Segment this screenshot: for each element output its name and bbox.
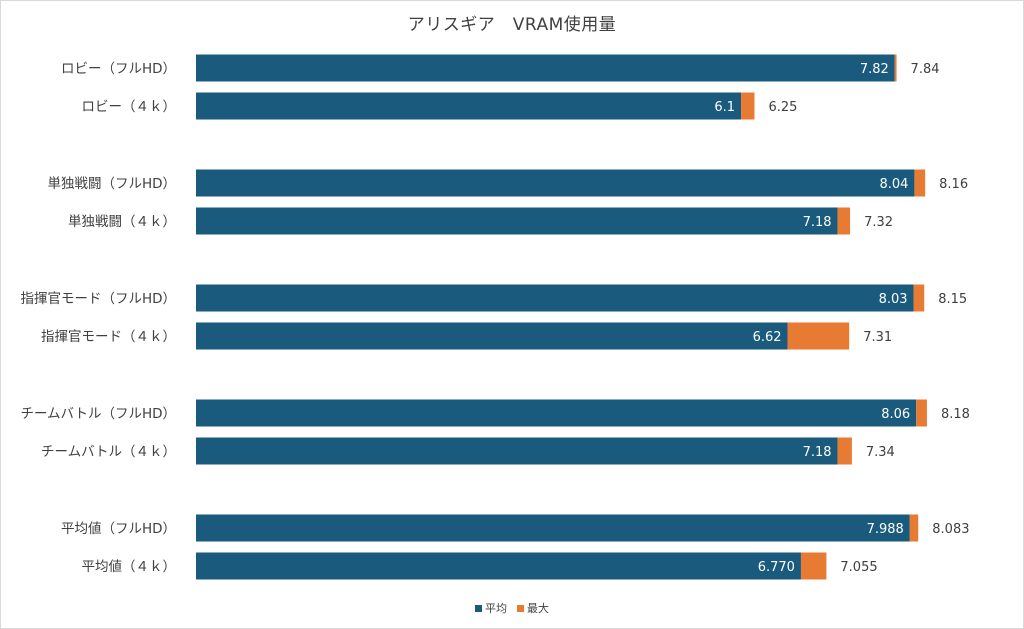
bar-avg xyxy=(196,322,788,350)
category-label: ロビー（４ｋ） xyxy=(82,99,177,115)
data-label-max: 6.25 xyxy=(768,100,797,115)
bar-avg xyxy=(196,169,915,197)
bar-avg xyxy=(196,92,742,120)
data-label-max: 8.18 xyxy=(941,407,970,422)
bar-max-increment xyxy=(914,169,926,197)
data-label-max: 7.34 xyxy=(866,445,895,460)
bar-max-increment xyxy=(800,552,827,580)
bar-max-increment xyxy=(913,284,925,312)
data-label-avg: 7.18 xyxy=(803,445,832,460)
bar-avg xyxy=(196,552,801,580)
category-label: 平均値（フルHD） xyxy=(61,521,176,537)
bar-avg xyxy=(196,284,914,312)
legend-swatch-max xyxy=(517,604,524,612)
data-label-avg: 7.82 xyxy=(860,62,889,77)
legend-label-max: 最大 xyxy=(527,602,549,615)
category-label: 平均値（４ｋ） xyxy=(82,559,177,575)
bar-max-increment xyxy=(909,514,919,542)
bar-avg xyxy=(196,514,910,542)
bar-avg xyxy=(196,399,917,427)
data-label-avg: 6.62 xyxy=(753,330,782,345)
category-label: ロビー（フルHD） xyxy=(61,61,176,77)
data-label-avg: 6.770 xyxy=(758,560,795,575)
data-label-avg: 7.988 xyxy=(867,522,904,537)
bar-max-increment xyxy=(916,399,927,427)
chart-title: アリスギア VRAM使用量 xyxy=(407,15,617,35)
data-label-max: 8.15 xyxy=(938,292,967,307)
bar-max-increment xyxy=(787,322,850,350)
data-label-avg: 8.03 xyxy=(879,292,908,307)
category-label: チームバトル（フルHD） xyxy=(20,406,176,422)
data-label-max: 7.32 xyxy=(864,215,893,230)
bar-avg xyxy=(196,54,895,82)
bar-max-increment xyxy=(741,92,755,120)
legend-swatch-avg xyxy=(475,604,482,612)
category-label: 指揮官モード（フルHD） xyxy=(20,291,176,307)
bar-max-increment xyxy=(837,207,851,235)
legend-item-max: 最大 xyxy=(517,600,549,616)
data-label-avg: 7.18 xyxy=(803,215,832,230)
legend-item-avg: 平均 xyxy=(475,600,507,616)
legend: 平均 最大 xyxy=(0,600,1024,616)
data-label-max: 7.31 xyxy=(863,330,892,345)
legend-label-avg: 平均 xyxy=(485,602,507,615)
data-label-max: 7.84 xyxy=(911,62,940,77)
data-label-max: 8.083 xyxy=(932,522,969,537)
data-label-avg: 6.1 xyxy=(714,100,735,115)
bar-avg xyxy=(196,207,838,235)
bar-max-increment xyxy=(837,437,852,465)
data-label-avg: 8.06 xyxy=(881,407,910,422)
bar-max-increment xyxy=(894,54,897,82)
category-label: 単独戦闘（フルHD） xyxy=(47,176,176,192)
category-label: 指揮官モード（４ｋ） xyxy=(41,329,176,345)
data-label-max: 8.16 xyxy=(939,177,968,192)
data-label-avg: 8.04 xyxy=(879,177,908,192)
category-label: チームバトル（４ｋ） xyxy=(41,444,176,460)
data-label-max: 7.055 xyxy=(840,560,877,575)
category-label: 単独戦闘（４ｋ） xyxy=(68,214,176,230)
bar-avg xyxy=(196,437,838,465)
